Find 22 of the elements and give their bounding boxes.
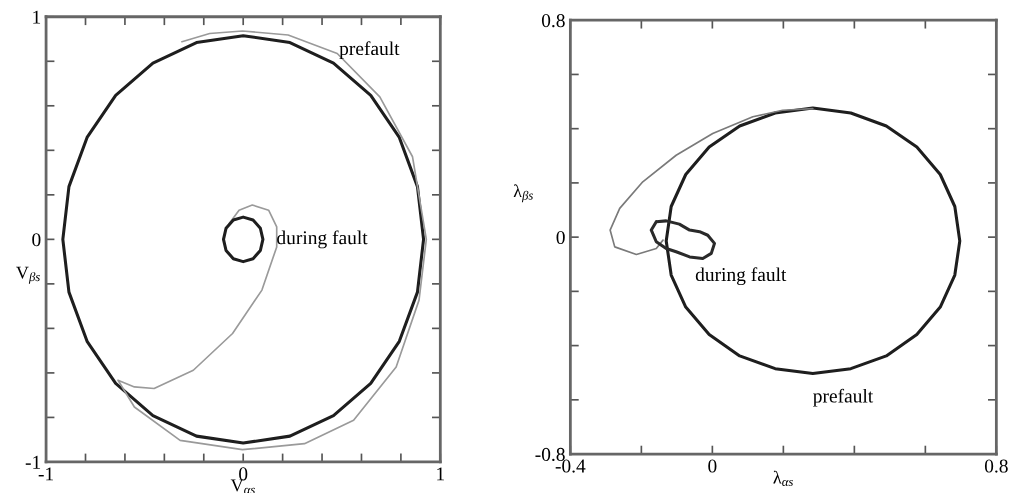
y-tick-label: 1 — [33, 10, 41, 24]
x-axis-title: V$_{αs}$ — [230, 479, 255, 493]
x-tick-label: 0 — [708, 459, 717, 473]
y-axis-title: V$_{βs}$ — [16, 266, 40, 284]
y-tick-label: 0 — [32, 233, 41, 247]
line-series — [221, 215, 265, 264]
annotation: prefault — [813, 388, 874, 407]
x-tick-label: 1 — [437, 467, 445, 481]
x-tick-label: 0.8 — [984, 459, 1008, 473]
y-axis-title: λ$_{βs}$ — [513, 184, 533, 203]
x-axis-title: λ$_{αs}$ — [773, 470, 793, 487]
line-series — [61, 34, 426, 445]
annotation: during fault — [695, 267, 787, 286]
line-series — [609, 107, 814, 256]
y-tick-label: 0 — [556, 230, 565, 245]
annotation: prefault — [339, 41, 400, 60]
x-tick-label: -0.4 — [555, 459, 586, 473]
y-tick-label: -0.8 — [535, 447, 565, 462]
y-tick-label: 0.8 — [541, 14, 565, 28]
x-tick-label: 0 — [239, 467, 248, 481]
line-series — [117, 30, 428, 451]
annotation: during fault — [277, 230, 368, 249]
